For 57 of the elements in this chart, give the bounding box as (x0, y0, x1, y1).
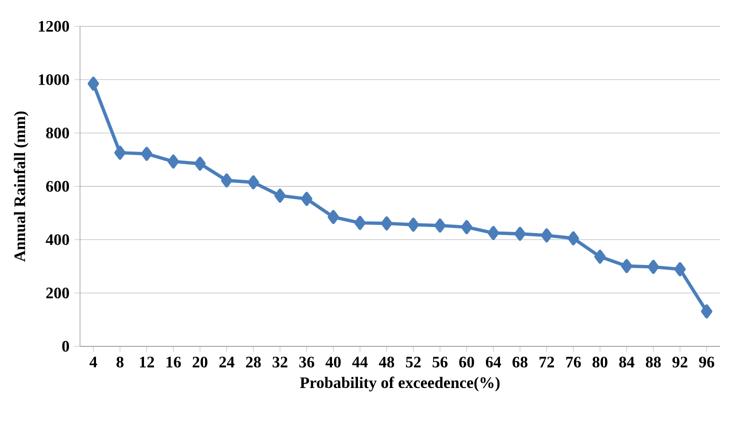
point (674, 262, 686, 276)
x-axis-title: Probability of exceedence(%) (300, 376, 500, 392)
point (354, 216, 366, 230)
x-tick-label: 80 (592, 356, 608, 368)
point (488, 226, 500, 240)
x-tick-label: 20 (192, 356, 208, 368)
x-tick-label: 60 (459, 356, 474, 368)
point (408, 218, 420, 232)
point (540, 228, 552, 242)
x-tick-label: 88 (646, 356, 661, 368)
x-tick-label: 96 (699, 356, 714, 368)
point (620, 259, 632, 274)
x-tick-label: 12 (140, 356, 154, 368)
y-axis-title: Annual Rainfall (mm) (14, 111, 28, 262)
x-tick-label: 68 (512, 356, 528, 368)
point (568, 231, 579, 246)
y-tick-label: 1200 (38, 20, 69, 32)
point (194, 156, 206, 171)
y-tick-label: 800 (46, 128, 69, 138)
y-tick-label: 400 (46, 234, 69, 246)
x-tick-label: 56 (432, 356, 448, 368)
point (248, 175, 260, 190)
x-tick-label: 32 (272, 356, 288, 368)
x-tick-label: 16 (166, 356, 181, 368)
point (461, 220, 472, 234)
point (141, 146, 152, 161)
point (434, 218, 446, 233)
x-tick-label: 72 (540, 356, 554, 368)
point (594, 250, 606, 264)
y-tick-label: 200 (46, 288, 69, 298)
x-tick-label: 4 (90, 356, 98, 368)
point (301, 192, 312, 206)
point (221, 173, 232, 188)
x-tick-label: 92 (672, 356, 688, 368)
point (114, 146, 126, 160)
x-tick-label: 64 (486, 356, 502, 368)
x-tick-label: 44 (352, 356, 368, 368)
y-tick-label: 600 (46, 180, 69, 192)
x-tick-label: 8 (116, 356, 124, 368)
x-tick-label: 28 (246, 356, 261, 368)
x-tick-label: 36 (299, 356, 314, 368)
y-tick-label: 0 (62, 340, 69, 352)
point (328, 210, 340, 224)
point (88, 76, 100, 91)
x-tick-label: 40 (326, 356, 341, 368)
x-tick-label: 76 (566, 356, 581, 368)
x-tick-label: 48 (378, 356, 394, 368)
point (381, 216, 392, 230)
point (168, 154, 180, 169)
x-tick-label: 52 (406, 356, 421, 368)
point (514, 226, 526, 241)
point (274, 188, 286, 203)
point (648, 260, 659, 274)
y-tick-label: 1000 (38, 74, 69, 86)
point (700, 304, 712, 318)
x-tick-label: 24 (219, 356, 234, 368)
x-tick-label: 84 (619, 356, 634, 368)
